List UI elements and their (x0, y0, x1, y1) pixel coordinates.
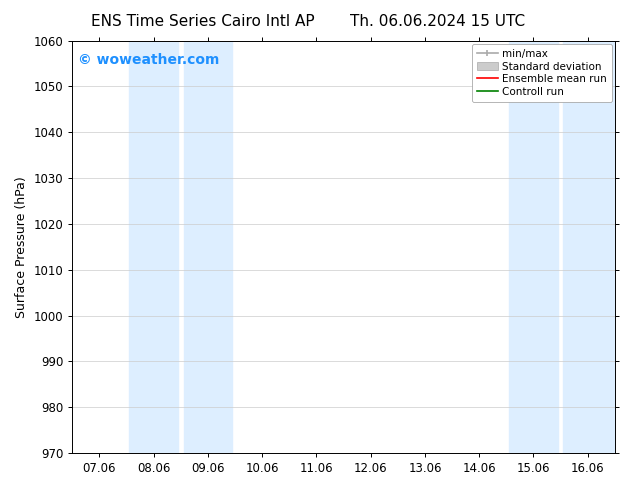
Text: ENS Time Series Cairo Intl AP: ENS Time Series Cairo Intl AP (91, 14, 314, 29)
Legend: min/max, Standard deviation, Ensemble mean run, Controll run: min/max, Standard deviation, Ensemble me… (472, 44, 612, 102)
Bar (509, 41, 558, 453)
Bar (184, 41, 233, 453)
Text: © woweather.com: © woweather.com (78, 53, 219, 67)
Text: Th. 06.06.2024 15 UTC: Th. 06.06.2024 15 UTC (350, 14, 525, 29)
Bar (129, 41, 178, 453)
Bar (563, 41, 615, 453)
Y-axis label: Surface Pressure (hPa): Surface Pressure (hPa) (15, 176, 28, 318)
